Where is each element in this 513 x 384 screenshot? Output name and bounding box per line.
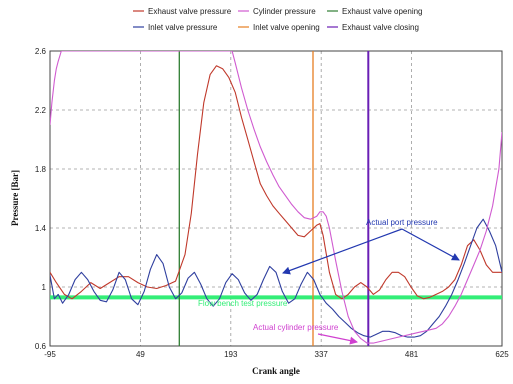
x-tick-label: -95 xyxy=(44,350,56,359)
y-tick-label: 1.4 xyxy=(35,224,47,233)
annotation-cylinder-pressure: Actual cylinder pressure xyxy=(253,323,339,332)
y-tick-label: 0.6 xyxy=(35,342,47,351)
annotation-port-arrow-right xyxy=(401,228,460,261)
legend-label-exhaust-valve-opening: Exhaust valve opening xyxy=(342,7,423,16)
y-tick-label: 1.8 xyxy=(35,165,47,174)
annotation-cylinder-arrow xyxy=(317,333,358,345)
tick-labels: -95 49 193 337 481 625 0.6 1 1.4 1.8 2.2 2.6 xyxy=(35,47,509,359)
y-axis-title: Pressure [Bar] xyxy=(10,170,20,226)
x-tick-label: 481 xyxy=(405,350,419,359)
legend-label-inlet-valve-opening: Inlet valve opening xyxy=(253,23,320,32)
x-tick-label: 337 xyxy=(315,350,329,359)
grid xyxy=(50,51,502,346)
plot-frame xyxy=(49,50,503,347)
annotations: Flow bench test pressure Actual port pre… xyxy=(198,218,460,345)
x-tick-label: 625 xyxy=(495,350,509,359)
legend-label-cylinder-pressure: Cylinder pressure xyxy=(253,7,316,16)
annotation-port-pressure: Actual port pressure xyxy=(366,218,438,227)
series-cylinder-pressure xyxy=(50,51,502,344)
legend-label-exhaust-valve-pressure: Exhaust valve pressure xyxy=(148,7,232,16)
legend-label-exhaust-valve-closing: Exhaust valve closing xyxy=(342,23,419,32)
legend-label-inlet-valve-pressure: Inlet valve pressure xyxy=(148,23,218,32)
series-inlet-valve-pressure xyxy=(50,218,502,338)
valve-event-lines xyxy=(178,51,370,346)
annotation-port-arrow-left xyxy=(282,228,403,275)
x-tick-label: 193 xyxy=(224,350,238,359)
x-axis-title: Crank angle xyxy=(252,366,300,376)
annotation-flow-bench: Flow bench test pressure xyxy=(198,299,288,308)
legend: Exhaust valve pressure Cylinder pressure… xyxy=(133,7,423,32)
y-tick-label: 1 xyxy=(42,283,47,292)
y-tick-label: 2.2 xyxy=(35,106,47,115)
series-layer xyxy=(50,51,502,344)
y-tick-label: 2.6 xyxy=(35,47,47,56)
x-tick-label: 49 xyxy=(136,350,145,359)
series-exhaust-valve-pressure xyxy=(50,65,502,300)
